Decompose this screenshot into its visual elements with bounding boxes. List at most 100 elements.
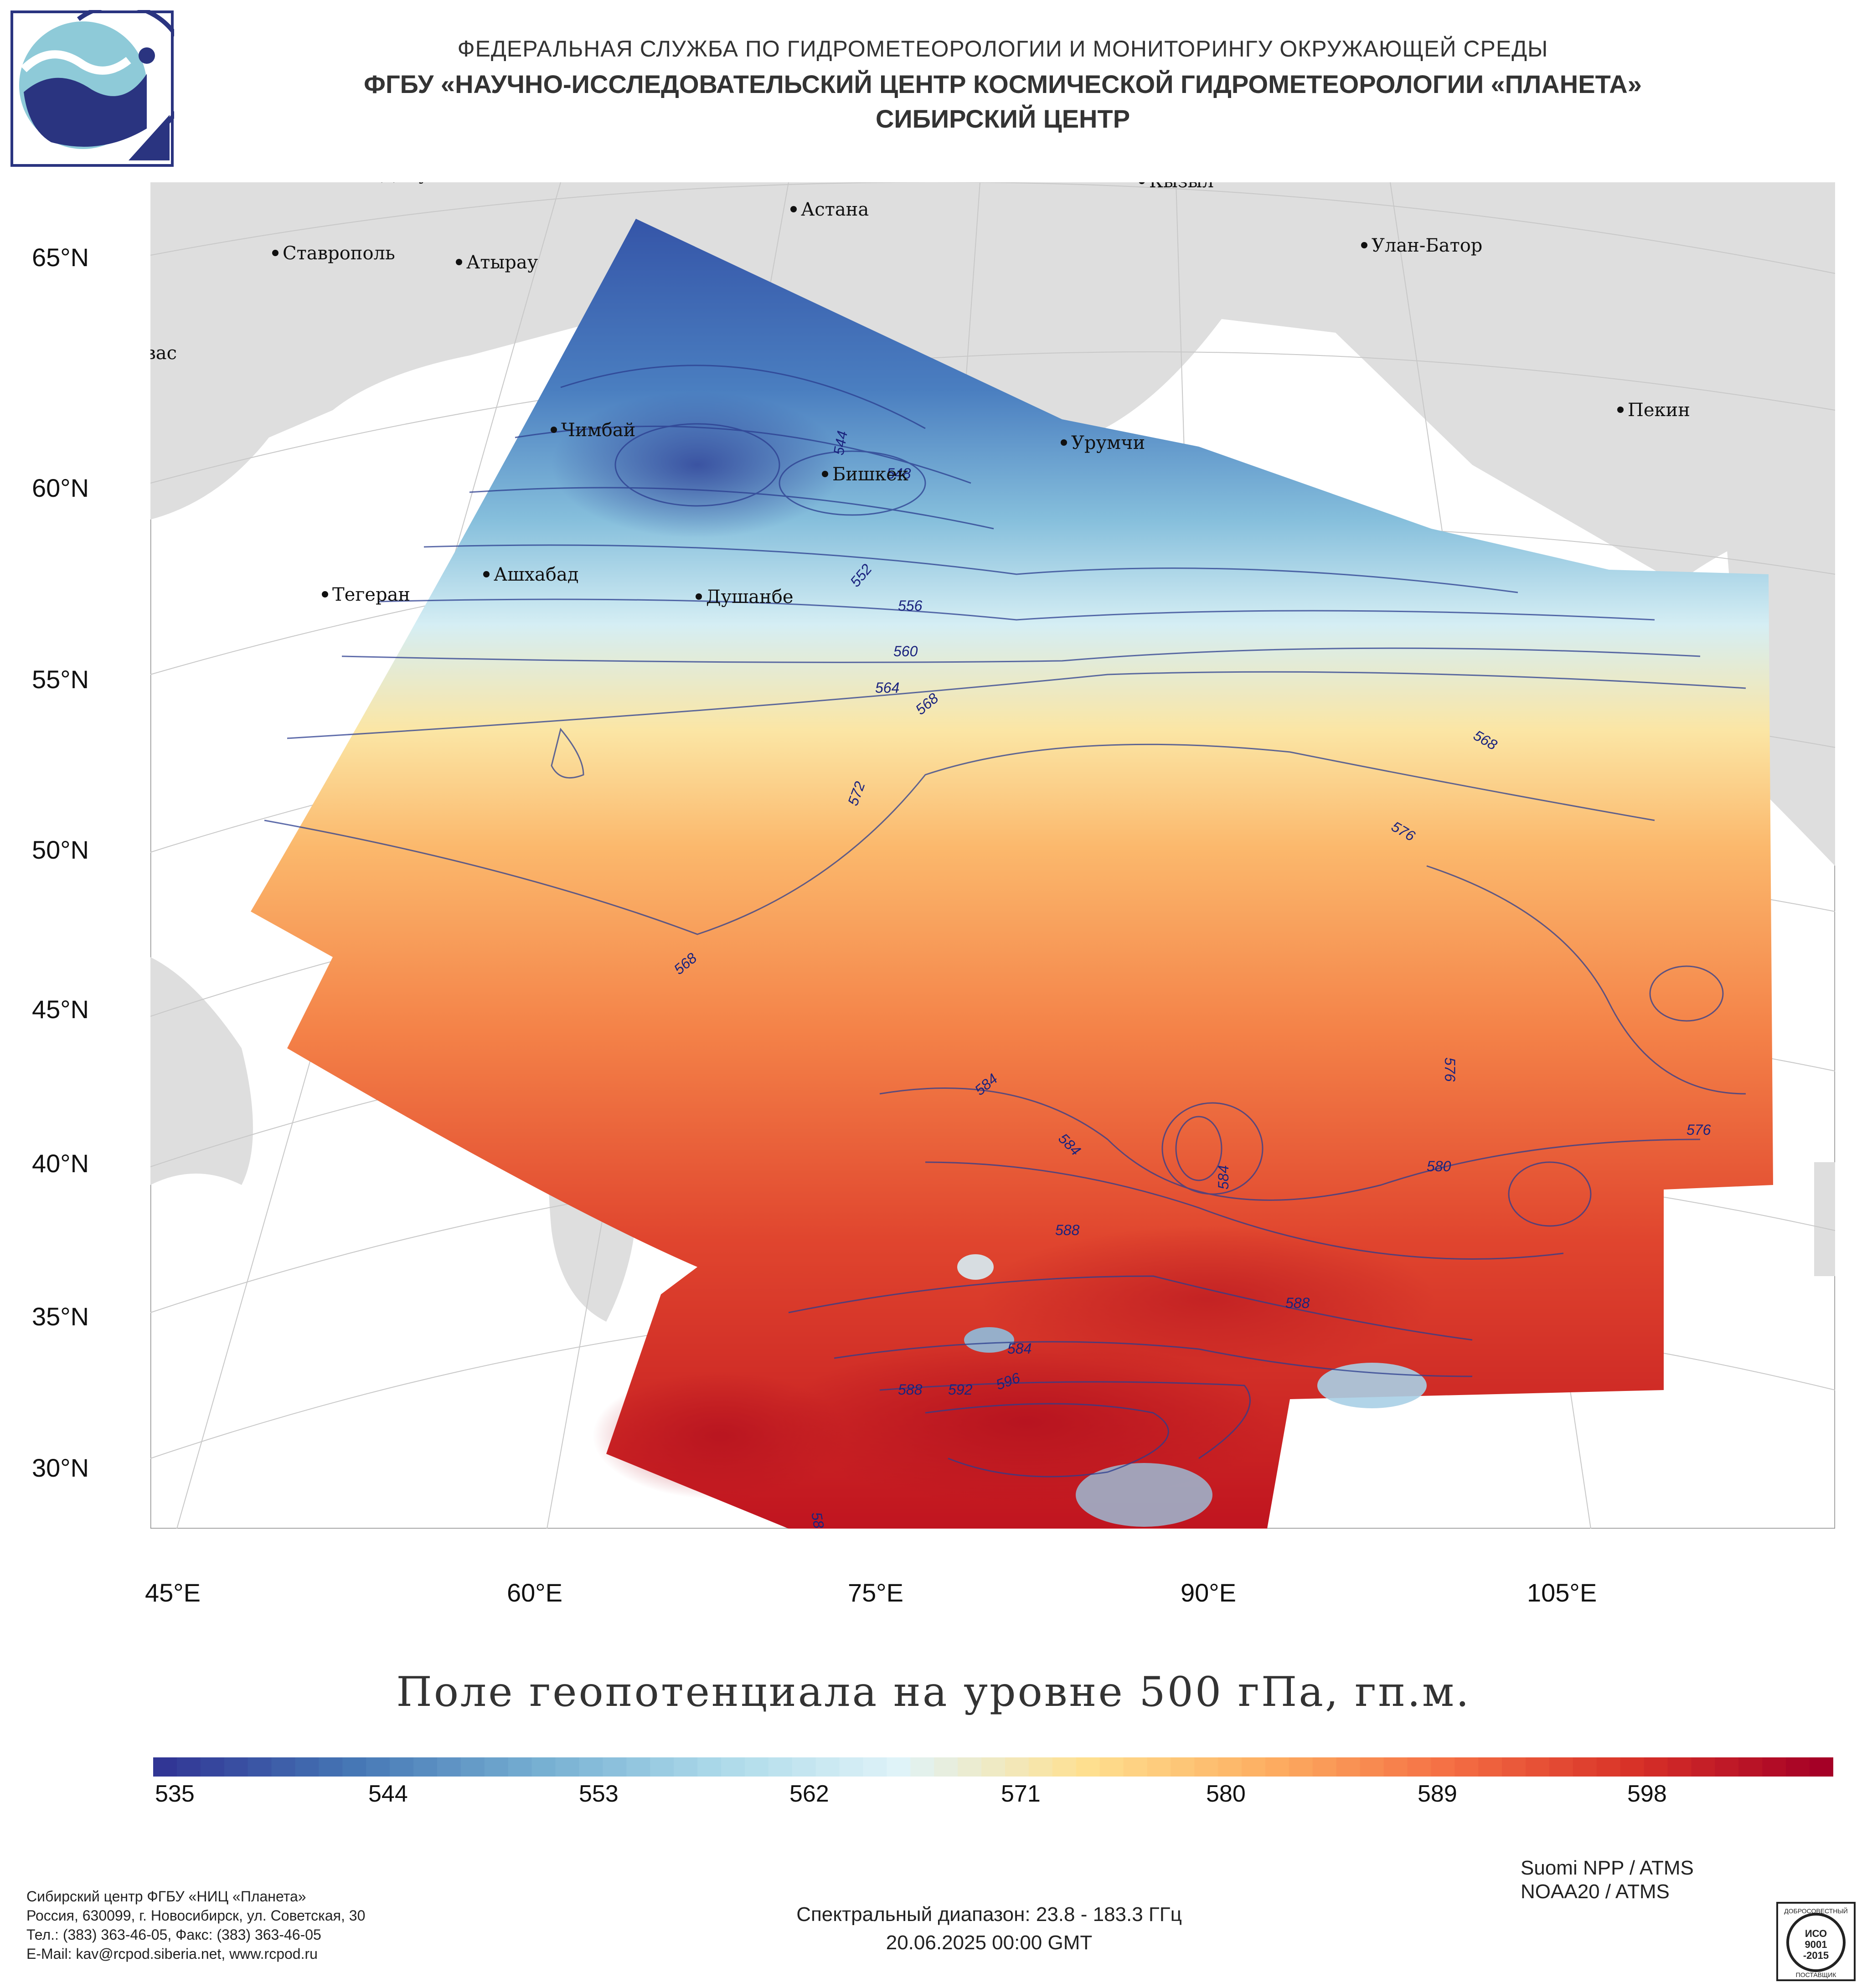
colorbar-band [815,1757,840,1777]
colorbar-band [1005,1757,1029,1777]
colorbar-band [153,1757,177,1777]
colorbar-band [295,1757,320,1777]
city-label: Сивас [150,343,177,364]
colorbar-band [1265,1757,1289,1777]
city-marker [272,250,279,256]
city-marker [790,206,797,212]
city-label: Душанбе [706,587,794,608]
colorbar-band [1312,1757,1337,1777]
colorbar-tick-589: 589 [1418,1781,1457,1807]
city-marker [322,591,328,597]
colorbar-band [1810,1757,1834,1777]
isoline-label: 592 [948,1381,973,1398]
map-title: Поле геопотенциала на уровне 500 гПа, гп… [396,1668,1471,1716]
header-agency: ФЕДЕРАЛЬНАЯ СЛУЖБА ПО ГИДРОМЕТЕОРОЛОГИИ … [457,36,1548,62]
header-center: СИБИРСКИЙ ЦЕНТР [875,104,1130,133]
city-layer: ДиксонХатангаСабеттаНорильскАрхангельскИ… [150,182,1690,608]
footer-org-line: Тел.: (383) 363-46-05, Факс: (383) 363-4… [26,1926,321,1943]
colorbar-band [697,1757,722,1777]
isoline-label: 580 [808,1511,829,1529]
colorbar-band [981,1757,1006,1777]
satellite-2: NOAA20 / ATMS [1521,1880,1670,1903]
colorbar-band [176,1757,201,1777]
contour-lines [264,365,1746,1478]
lon-label-105: 105°E [1527,1578,1597,1607]
colorbar-band [271,1757,296,1777]
colorbar-tick-562: 562 [789,1781,829,1807]
colorbar-band [224,1757,248,1777]
colorbar-band [721,1757,745,1777]
colorbar-band [248,1757,272,1777]
geopotential-map: 544 548 552 556 560 564 568 568 572 576 … [150,181,1836,1530]
city-label: Бишкек [832,464,908,485]
city-label: Ставрополь [283,243,395,264]
colorbar-band [839,1757,864,1777]
colorbar-band [1667,1757,1692,1777]
footer-org-line: Россия, 630099, г. Новосибирск, ул. Сове… [26,1907,366,1924]
city-label: Кызыл [1149,182,1214,192]
colorbar-band [413,1757,438,1777]
spectral-range: Спектральный диапазон: 23.8 - 183.3 ГГц [796,1903,1182,1926]
colorbar-band [390,1757,414,1777]
lat-label-30: 30°N [32,1453,89,1482]
city-label: Астана [801,199,869,220]
colorbar-band [744,1757,769,1777]
colorbar-tick-535: 535 [155,1781,195,1807]
lon-label-90: 90°E [1181,1578,1237,1607]
colorbar-band [1147,1757,1171,1777]
isoline-label: 584 [1215,1165,1232,1190]
city-label: Пекин [1628,400,1690,421]
isoline-label: 548 [887,465,911,482]
city-marker [1139,182,1145,184]
city-label: Ашхабад [494,564,578,585]
city-marker [456,259,462,265]
lon-label-75: 75°E [848,1578,904,1607]
isoline-label: 588 [1285,1295,1310,1311]
colorbar-band [1431,1757,1455,1777]
colorbar-band [1620,1757,1645,1777]
colorbar-band [1171,1757,1195,1777]
iso-badge: ДОБРОСОВЕСТНЫЙ ИСО 9001 -2015 ПОСТАВЩИК [1776,1901,1856,1982]
colorbar-band [1242,1757,1266,1777]
colorbar-band [1076,1757,1100,1777]
isoline-label: 564 [875,680,899,696]
colorbar-tick-544: 544 [368,1781,408,1807]
footer-org-line: E-Mail: kav@rcpod.siberia.net, www.rcpod… [26,1946,318,1962]
colorbar-band [508,1757,532,1777]
colorbar-band [887,1757,911,1777]
colorbar-band [1478,1757,1503,1777]
colorbar-band [555,1757,580,1777]
colorbar-band [1573,1757,1597,1777]
datetime: 20.06.2025 00:00 GMT [886,1931,1093,1954]
colorbar-tick-571: 571 [1001,1781,1041,1807]
iso-badge-bottom: ПОСТАВЩИК [1796,1971,1837,1978]
colorbar-band [319,1757,343,1777]
iso-badge-year: -2015 [1803,1950,1829,1961]
colorbar-band [650,1757,675,1777]
city-marker [1617,407,1624,413]
colorbar-band [437,1757,461,1777]
lat-label-50: 50°N [32,835,89,864]
lon-label-60: 60°E [507,1578,563,1607]
map-frame: 544 548 552 556 560 564 568 568 572 576 … [150,181,1836,1530]
footer-org: Сибирский центр ФГБУ «НИЦ «Планета» Росс… [26,1887,365,1963]
colorbar-band [200,1757,225,1777]
colorbar-band [460,1757,485,1777]
city-marker [551,427,557,433]
isoline-label: 560 [893,643,918,659]
colorbar [153,1757,1834,1777]
lat-label-35: 35°N [32,1302,89,1331]
lat-label-65: 65°N [32,243,89,272]
colorbar-band [1738,1757,1763,1777]
colorbar-band [1099,1757,1124,1777]
colorbar-band [1407,1757,1432,1777]
colorbar-band [1360,1757,1384,1777]
colorbar-tick-580: 580 [1206,1781,1246,1807]
colorbar-tick-598: 598 [1627,1781,1667,1807]
colorbar-band [1028,1757,1053,1777]
iso-badge-num: 9001 [1805,1939,1827,1950]
iso-badge-iso: ИСО [1805,1928,1827,1939]
lat-label-60: 60°N [32,474,89,502]
colorbar-band [1454,1757,1479,1777]
header-institute: ФГБУ «НАУЧНО-ИССЛЕДОВАТЕЛЬСКИЙ ЦЕНТР КОС… [364,70,1642,98]
